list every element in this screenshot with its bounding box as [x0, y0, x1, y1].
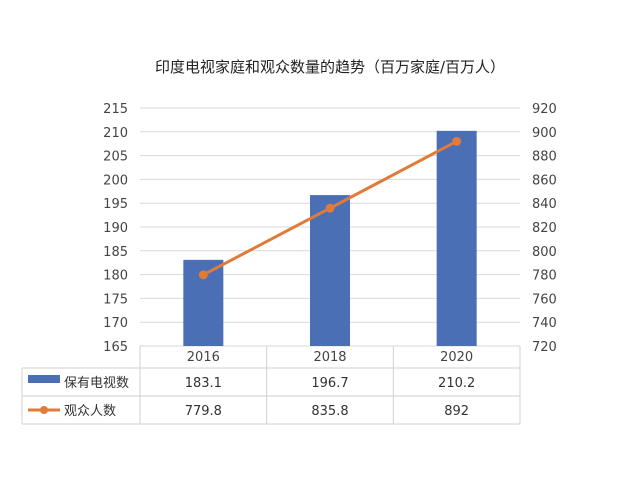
chart-title: 印度电视家庭和观众数量的趋势（百万家庭/百万人） — [155, 58, 505, 76]
line-point — [325, 203, 335, 213]
left-tick-label: 205 — [103, 150, 128, 165]
bar — [310, 195, 350, 346]
legend-swatch-marker — [40, 406, 48, 414]
right-tick-label: 740 — [532, 316, 557, 331]
left-tick-label: 180 — [103, 269, 128, 284]
bar — [436, 130, 477, 346]
right-tick-label: 900 — [532, 126, 557, 141]
right-tick-label: 760 — [532, 292, 557, 307]
table-cell: 210.2 — [438, 376, 475, 391]
line-point — [452, 136, 462, 146]
right-tick-label: 720 — [532, 340, 557, 355]
legend-label: 保有电视数 — [64, 376, 129, 391]
right-tick-label: 880 — [532, 150, 557, 165]
left-tick-label: 210 — [103, 126, 128, 141]
category-label: 2020 — [440, 350, 473, 365]
category-label: 2016 — [187, 350, 220, 365]
right-axis: 720 740 760 780 800 820 840 860 880 900 920 — [532, 102, 557, 355]
table-cell: 892 — [444, 404, 469, 419]
bar-series — [183, 130, 477, 346]
right-tick-label: 780 — [532, 269, 557, 284]
table-cell: 196.7 — [311, 376, 348, 391]
left-tick-label: 215 — [103, 102, 128, 117]
table-cell: 779.8 — [185, 404, 222, 419]
left-tick-label: 185 — [103, 245, 128, 260]
left-tick-label: 170 — [103, 316, 128, 331]
right-tick-label: 920 — [532, 102, 557, 117]
table-cell: 183.1 — [185, 376, 222, 391]
line-point — [198, 270, 208, 280]
left-tick-label: 195 — [103, 197, 128, 212]
legend-label: 观众人数 — [64, 404, 116, 419]
legend-swatch-bar — [28, 375, 60, 383]
left-tick-label: 175 — [103, 292, 128, 307]
right-tick-label: 820 — [532, 221, 557, 236]
category-label: 2018 — [313, 350, 346, 365]
right-tick-label: 860 — [532, 173, 557, 188]
right-tick-label: 800 — [532, 245, 557, 260]
table-cell: 835.8 — [311, 404, 348, 419]
left-tick-label: 190 — [103, 221, 128, 236]
left-axis: 165 170 175 180 185 190 195 200 205 210 215 — [103, 102, 128, 355]
line-series — [198, 136, 462, 280]
left-tick-label: 200 — [103, 173, 128, 188]
right-tick-label: 840 — [532, 197, 557, 212]
left-tick-label: 165 — [103, 340, 128, 355]
